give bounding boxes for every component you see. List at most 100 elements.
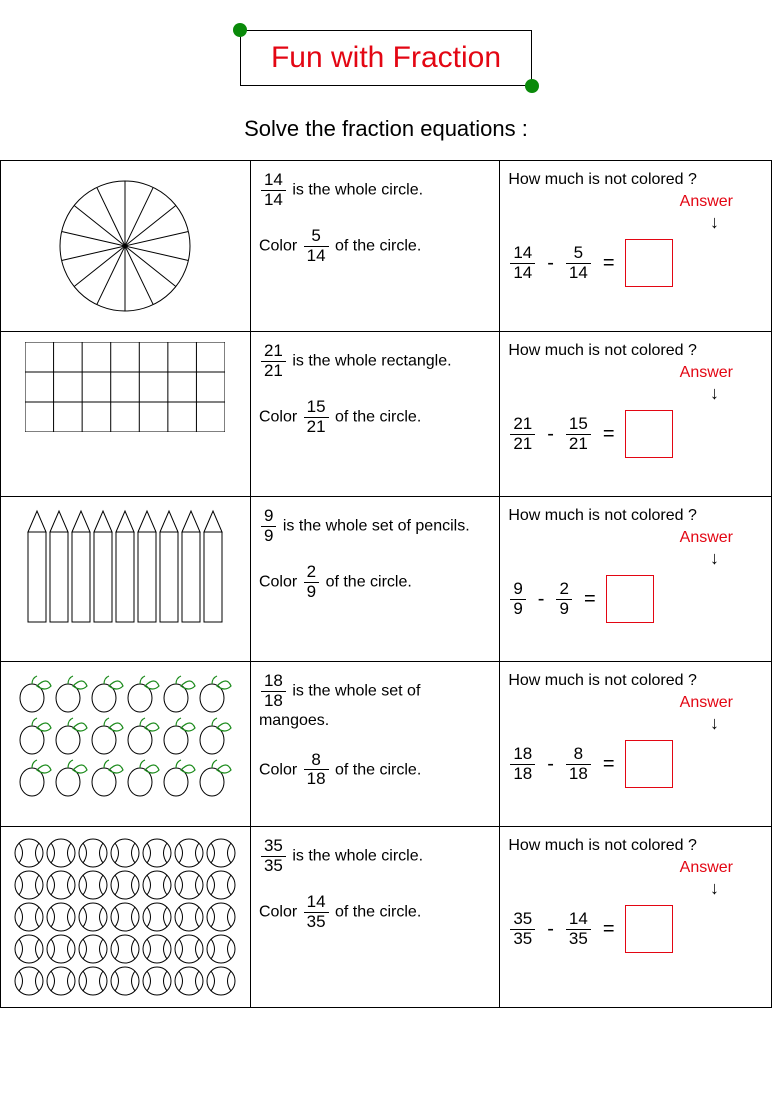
fraction: 818 xyxy=(304,751,329,789)
of-circle-suffix: of the circle. xyxy=(335,904,421,921)
whole-text: is the whole rectangle. xyxy=(292,352,451,369)
fraction: 3535 xyxy=(510,910,535,948)
answer-cell: How much is not colored ? Answer ↓ 2121 … xyxy=(500,332,772,497)
fraction: 2121 xyxy=(261,342,286,380)
color-prefix: Color xyxy=(259,904,302,921)
whole-text: is the whole circle. xyxy=(292,847,423,864)
color-prefix: Color xyxy=(259,761,302,778)
whole-statement: 1818 is the whole set of mangoes. xyxy=(259,672,491,733)
whole-statement: 99 is the whole set of pencils. xyxy=(259,507,491,545)
instruction-cell: 1414 is the whole circle. Color 514 of t… xyxy=(250,161,499,332)
equation: 99 - 29 = xyxy=(508,575,763,623)
answer-cell: How much is not colored ? Answer ↓ 1818 … xyxy=(500,662,772,827)
instruction-cell: 99 is the whole set of pencils. Color 29… xyxy=(250,497,499,662)
equation: 1818 - 818 = xyxy=(508,740,763,788)
answer-box[interactable] xyxy=(625,410,673,458)
minus-sign: - xyxy=(547,423,554,446)
equation: 2121 - 1521 = xyxy=(508,410,763,458)
shape-cell xyxy=(1,332,251,497)
question-label: How much is not colored ? xyxy=(508,672,763,690)
arrow-down-icon: ↓ xyxy=(710,549,733,567)
answer-box[interactable] xyxy=(625,239,673,287)
equation: 1414 - 514 = xyxy=(508,239,763,287)
fraction: 1818 xyxy=(510,745,535,783)
color-prefix: Color xyxy=(259,238,302,255)
table-row: 1414 is the whole circle. Color 514 of t… xyxy=(1,161,772,332)
question-label: How much is not colored ? xyxy=(508,342,763,360)
answer-label: Answer xyxy=(680,694,733,712)
of-circle-suffix: of the circle. xyxy=(335,761,421,778)
answer-label: Answer xyxy=(680,364,733,382)
of-circle-suffix: of the circle. xyxy=(335,409,421,426)
fraction: 514 xyxy=(566,244,591,282)
question-label: How much is not colored ? xyxy=(508,507,763,525)
arrow-down-icon: ↓ xyxy=(710,213,733,231)
fraction: 1435 xyxy=(566,910,591,948)
subtitle: Solve the fraction equations : xyxy=(0,116,772,142)
question-label: How much is not colored ? xyxy=(508,171,763,189)
table-row: 1818 is the whole set of mangoes. Color … xyxy=(1,662,772,827)
minus-sign: - xyxy=(547,918,554,941)
color-prefix: Color xyxy=(259,409,302,426)
worksheet-table: 1414 is the whole circle. Color 514 of t… xyxy=(0,160,772,1008)
fraction: 3535 xyxy=(261,837,286,875)
instruction-cell: 3535 is the whole circle. Color 1435 of … xyxy=(250,827,499,1008)
fraction: 818 xyxy=(566,745,591,783)
minus-sign: - xyxy=(547,753,554,776)
balls-icon xyxy=(9,837,242,997)
fraction: 1521 xyxy=(566,415,591,453)
page-title: Fun with Fraction xyxy=(271,41,501,74)
equals-sign: = xyxy=(603,753,615,776)
fraction: 514 xyxy=(304,227,329,265)
table-row: 99 is the whole set of pencils. Color 29… xyxy=(1,497,772,662)
answer-box[interactable] xyxy=(625,905,673,953)
decor-dot-icon xyxy=(525,79,539,93)
arrow-down-icon: ↓ xyxy=(710,714,733,732)
arrow-down-icon: ↓ xyxy=(710,384,733,402)
answer-label: Answer xyxy=(680,193,733,211)
equals-sign: = xyxy=(603,252,615,275)
whole-statement: 1414 is the whole circle. xyxy=(259,171,491,209)
fraction: 1414 xyxy=(261,171,286,209)
fraction: 99 xyxy=(510,580,525,618)
shape-cell xyxy=(1,497,251,662)
title-box: Fun with Fraction xyxy=(240,30,532,86)
fraction: 29 xyxy=(304,563,319,601)
answer-cell: How much is not colored ? Answer ↓ 3535 … xyxy=(500,827,772,1008)
fraction: 1435 xyxy=(304,893,329,931)
shape-cell xyxy=(1,161,251,332)
whole-text: is the whole set of pencils. xyxy=(283,517,470,534)
circle-icon xyxy=(9,171,242,321)
answer-label: Answer xyxy=(680,859,733,877)
shape-cell xyxy=(1,662,251,827)
arrow-down-icon: ↓ xyxy=(710,879,733,897)
equals-sign: = xyxy=(603,423,615,446)
equals-sign: = xyxy=(603,918,615,941)
color-statement: Color 514 of the circle. xyxy=(259,227,491,265)
fraction: 99 xyxy=(261,507,276,545)
header: Fun with Fraction xyxy=(0,0,772,96)
minus-sign: - xyxy=(538,588,545,611)
minus-sign: - xyxy=(547,252,554,275)
pencils-icon xyxy=(9,507,242,627)
equation: 3535 - 1435 = xyxy=(508,905,763,953)
question-label: How much is not colored ? xyxy=(508,837,763,855)
equals-sign: = xyxy=(584,588,596,611)
of-circle-suffix: of the circle. xyxy=(326,574,412,591)
instruction-cell: 1818 is the whole set of mangoes. Color … xyxy=(250,662,499,827)
rectangle_grid-icon xyxy=(9,342,242,432)
answer-label: Answer xyxy=(680,529,733,547)
fraction: 29 xyxy=(556,580,571,618)
answer-box[interactable] xyxy=(625,740,673,788)
fraction: 2121 xyxy=(510,415,535,453)
color-statement: Color 29 of the circle. xyxy=(259,563,491,601)
mangoes-icon xyxy=(9,672,242,798)
color-prefix: Color xyxy=(259,574,302,591)
decor-dot-icon xyxy=(233,23,247,37)
whole-text: is the whole circle. xyxy=(292,181,423,198)
fraction: 1818 xyxy=(261,672,286,710)
answer-box[interactable] xyxy=(606,575,654,623)
table-row: 2121 is the whole rectangle. Color 1521 … xyxy=(1,332,772,497)
fraction: 1521 xyxy=(304,398,329,436)
color-statement: Color 818 of the circle. xyxy=(259,751,491,789)
